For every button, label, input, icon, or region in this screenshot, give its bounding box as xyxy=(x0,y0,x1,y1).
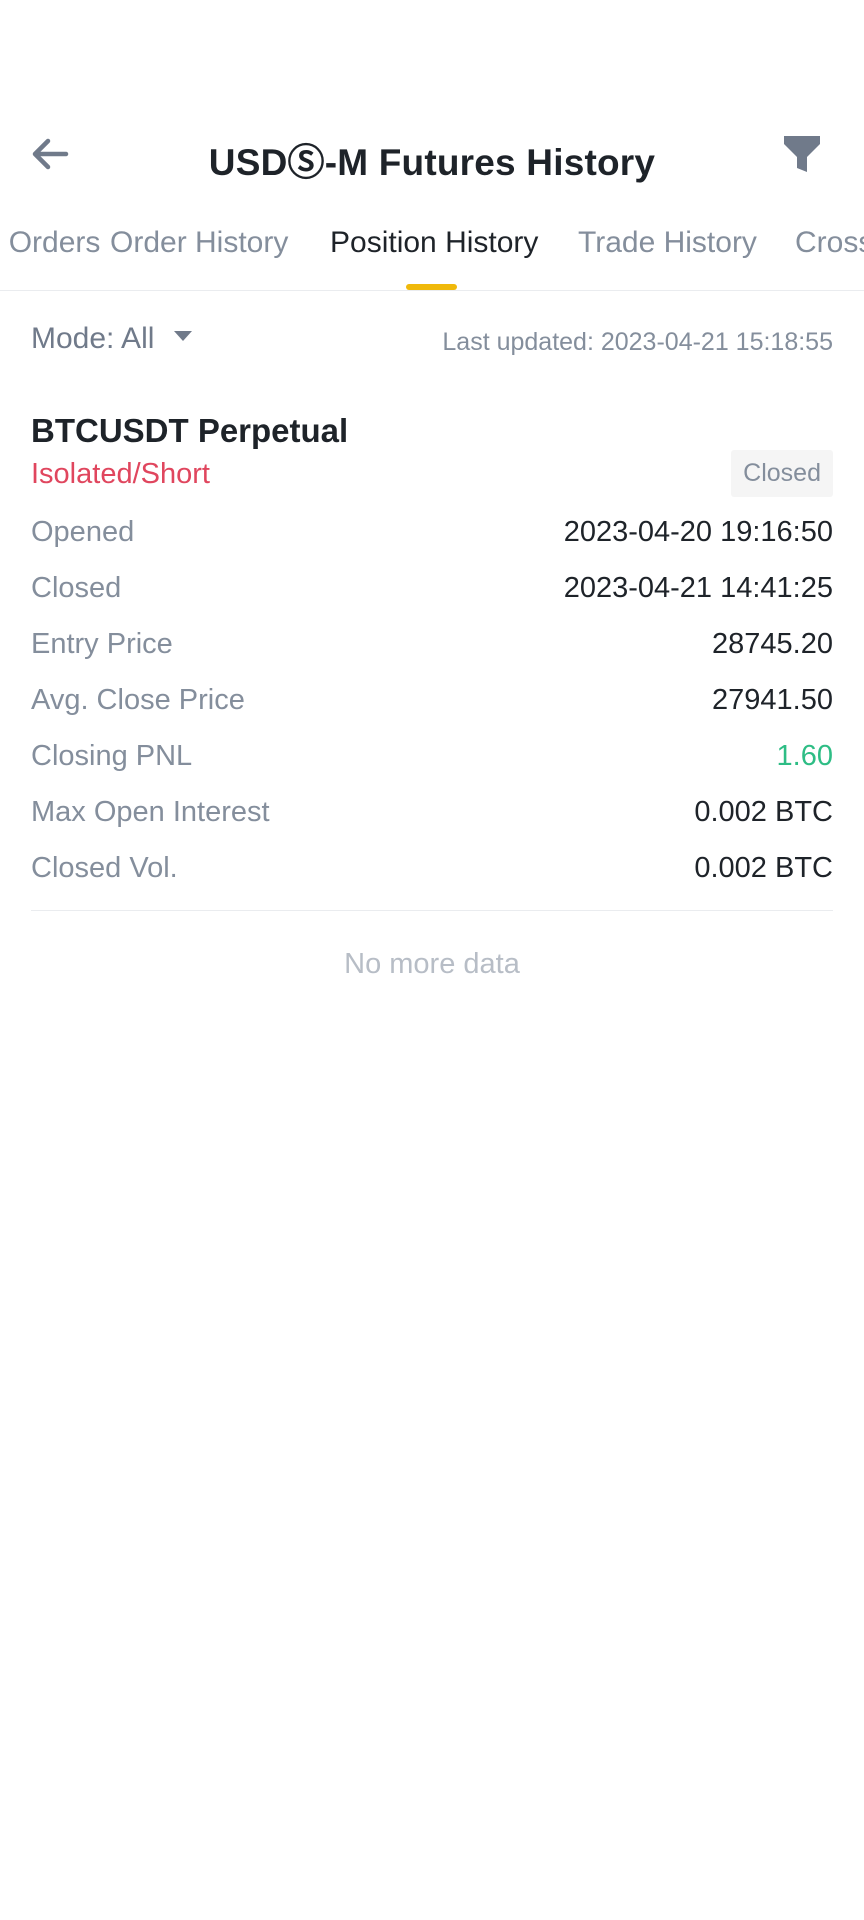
field-label: Closed Vol. xyxy=(31,852,178,884)
tab-cross[interactable]: Cross xyxy=(795,226,864,259)
field-label: Avg. Close Price xyxy=(31,684,245,716)
field-label: Opened xyxy=(31,516,135,548)
filter-icon xyxy=(784,136,820,172)
field-value: 2023-04-20 19:16:50 xyxy=(563,516,833,548)
mode-label: Mode: All xyxy=(31,322,155,355)
last-updated-text: Last updated: 2023-04-21 15:18:55 xyxy=(442,328,833,356)
field-label: Closed xyxy=(31,572,122,604)
back-button[interactable] xyxy=(26,130,74,178)
field-row-avg-close-price: Avg. Close Price 27941.50 xyxy=(31,684,833,724)
field-row-max-open-interest: Max Open Interest 0.002 BTC xyxy=(31,796,833,836)
field-value: 28745.20 xyxy=(712,628,833,660)
field-row-closed: Closed 2023-04-21 14:41:25 xyxy=(31,572,833,612)
field-row-entry-price: Entry Price 28745.20 xyxy=(31,628,833,668)
closing-pnl-value: 1.60 xyxy=(776,740,833,772)
field-value: 0.002 BTC xyxy=(694,796,833,828)
mode-row: Mode: All Last updated: 2023-04-21 15:18… xyxy=(31,322,833,362)
no-more-data-text: No more data xyxy=(344,948,520,980)
card-divider xyxy=(31,910,833,911)
active-tab-indicator xyxy=(406,284,457,290)
margin-side-label: Isolated/Short xyxy=(31,458,210,490)
page-title: USDⓈ-M Futures History xyxy=(208,142,656,183)
field-row-opened: Opened 2023-04-20 19:16:50 xyxy=(31,516,833,556)
field-row-closing-pnl: Closing PNL 1.60 xyxy=(31,740,833,780)
tab-trade-history[interactable]: Trade History xyxy=(578,226,757,259)
position-symbol: BTCUSDT Perpetual xyxy=(31,412,349,449)
tab-position-history[interactable]: Position History xyxy=(330,226,539,259)
field-value: 2023-04-21 14:41:25 xyxy=(563,572,833,604)
tab-order-history[interactable]: Order History xyxy=(110,226,289,259)
top-bar: USDⓈ-M Futures History xyxy=(0,118,864,188)
field-label: Max Open Interest xyxy=(31,796,270,828)
field-row-closed-vol: Closed Vol. 0.002 BTC xyxy=(31,852,833,892)
filter-button[interactable] xyxy=(780,130,824,178)
field-label: Entry Price xyxy=(31,628,173,660)
field-value: 27941.50 xyxy=(712,684,833,716)
field-label: Closing PNL xyxy=(31,740,193,772)
caret-down-icon xyxy=(174,331,193,342)
mode-dropdown[interactable]: Mode: All xyxy=(31,322,193,356)
arrow-left-icon xyxy=(32,138,69,170)
history-tabs: Open Orders Order History Position Histo… xyxy=(0,218,864,291)
status-badge: Closed xyxy=(731,450,833,497)
tab-open-orders[interactable]: Open Orders xyxy=(0,226,101,259)
field-value: 0.002 BTC xyxy=(694,852,833,884)
